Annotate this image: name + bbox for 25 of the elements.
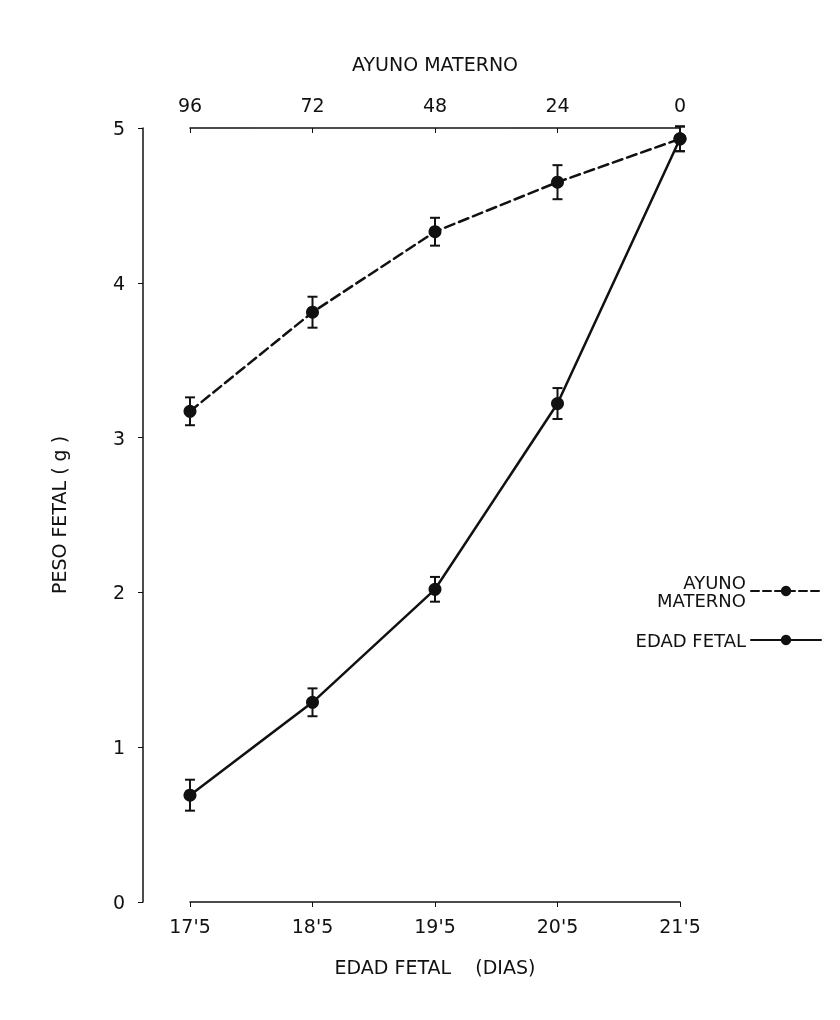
- y-tick-label: 1: [112, 736, 125, 759]
- x-tick-label: 21'5: [659, 914, 701, 937]
- x-tick-label: 17'5: [169, 914, 211, 937]
- legend-label: AYUNO MATERNO: [657, 571, 746, 611]
- point: [306, 695, 319, 709]
- y-tick-label: 5: [112, 117, 125, 139]
- legend-label: EDAD FETAL: [635, 629, 746, 651]
- x2-tick-label: 48: [422, 93, 448, 116]
- x-tick-label: 18'5: [291, 914, 334, 937]
- point: [551, 397, 564, 411]
- y-tick-label: 0: [112, 891, 125, 913]
- x2-axis-title: AYUNO MATERNO: [351, 52, 519, 75]
- x-axis-title: EDAD FETAL (DIAS): [334, 955, 536, 978]
- y-tick-label: 3: [112, 426, 125, 449]
- y-tick-label: 4: [112, 271, 125, 294]
- y-axis-title: PESO FETAL ( g ): [47, 435, 70, 595]
- point: [428, 582, 442, 596]
- x2-tick-label: 24: [545, 93, 570, 116]
- x2-tick-label: 96: [177, 93, 203, 116]
- y-tick-label: 2: [112, 581, 125, 604]
- x-tick-label: 20'5: [536, 914, 579, 937]
- point: [183, 788, 197, 802]
- x2-tick-label: 0: [673, 93, 687, 116]
- x-tick-label: 19'5: [414, 914, 456, 937]
- x2-tick-label: 72: [300, 93, 325, 116]
